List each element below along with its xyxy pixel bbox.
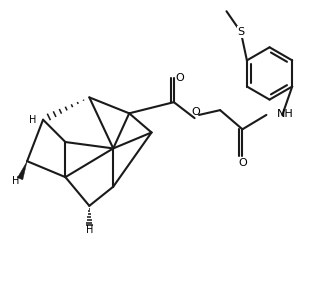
Text: O: O [176, 73, 185, 83]
Text: H: H [29, 115, 36, 125]
Polygon shape [18, 161, 27, 180]
Text: NH: NH [277, 109, 293, 119]
Text: O: O [191, 107, 200, 117]
Text: H: H [85, 225, 93, 235]
Text: H: H [12, 176, 20, 186]
Text: O: O [239, 158, 248, 168]
Text: S: S [237, 27, 244, 37]
